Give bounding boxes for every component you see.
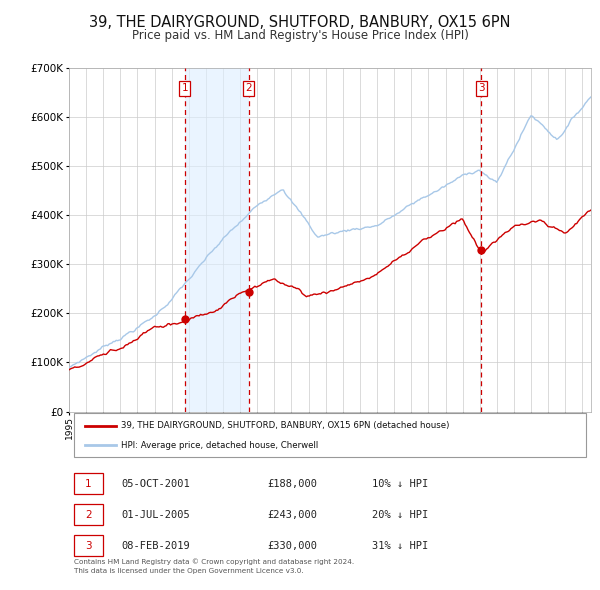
Text: 1: 1 [181, 83, 188, 93]
Bar [74, 413, 586, 457]
Text: 3: 3 [85, 541, 92, 551]
Bar [74, 504, 103, 525]
Text: Contains HM Land Registry data © Crown copyright and database right 2024.
This d: Contains HM Land Registry data © Crown c… [74, 559, 355, 573]
Text: 39, THE DAIRYGROUND, SHUTFORD, BANBURY, OX15 6PN (detached house): 39, THE DAIRYGROUND, SHUTFORD, BANBURY, … [121, 421, 449, 430]
Text: 2: 2 [85, 510, 92, 520]
Text: 05-OCT-2001: 05-OCT-2001 [121, 478, 190, 489]
Text: 31% ↓ HPI: 31% ↓ HPI [372, 541, 428, 551]
Text: HPI: Average price, detached house, Cherwell: HPI: Average price, detached house, Cher… [121, 441, 319, 450]
Text: 01-JUL-2005: 01-JUL-2005 [121, 510, 190, 520]
Text: 10% ↓ HPI: 10% ↓ HPI [372, 478, 428, 489]
Text: 1: 1 [85, 478, 92, 489]
Text: 3: 3 [478, 83, 485, 93]
Text: Price paid vs. HM Land Registry's House Price Index (HPI): Price paid vs. HM Land Registry's House … [131, 30, 469, 42]
Text: £243,000: £243,000 [268, 510, 317, 520]
Text: £330,000: £330,000 [268, 541, 317, 551]
Bar [185, 68, 249, 412]
Text: 20% ↓ HPI: 20% ↓ HPI [372, 510, 428, 520]
Text: 2: 2 [245, 83, 252, 93]
Bar [74, 535, 103, 556]
Text: £188,000: £188,000 [268, 478, 317, 489]
Text: 08-FEB-2019: 08-FEB-2019 [121, 541, 190, 551]
Bar [74, 473, 103, 494]
Text: 39, THE DAIRYGROUND, SHUTFORD, BANBURY, OX15 6PN: 39, THE DAIRYGROUND, SHUTFORD, BANBURY, … [89, 15, 511, 30]
